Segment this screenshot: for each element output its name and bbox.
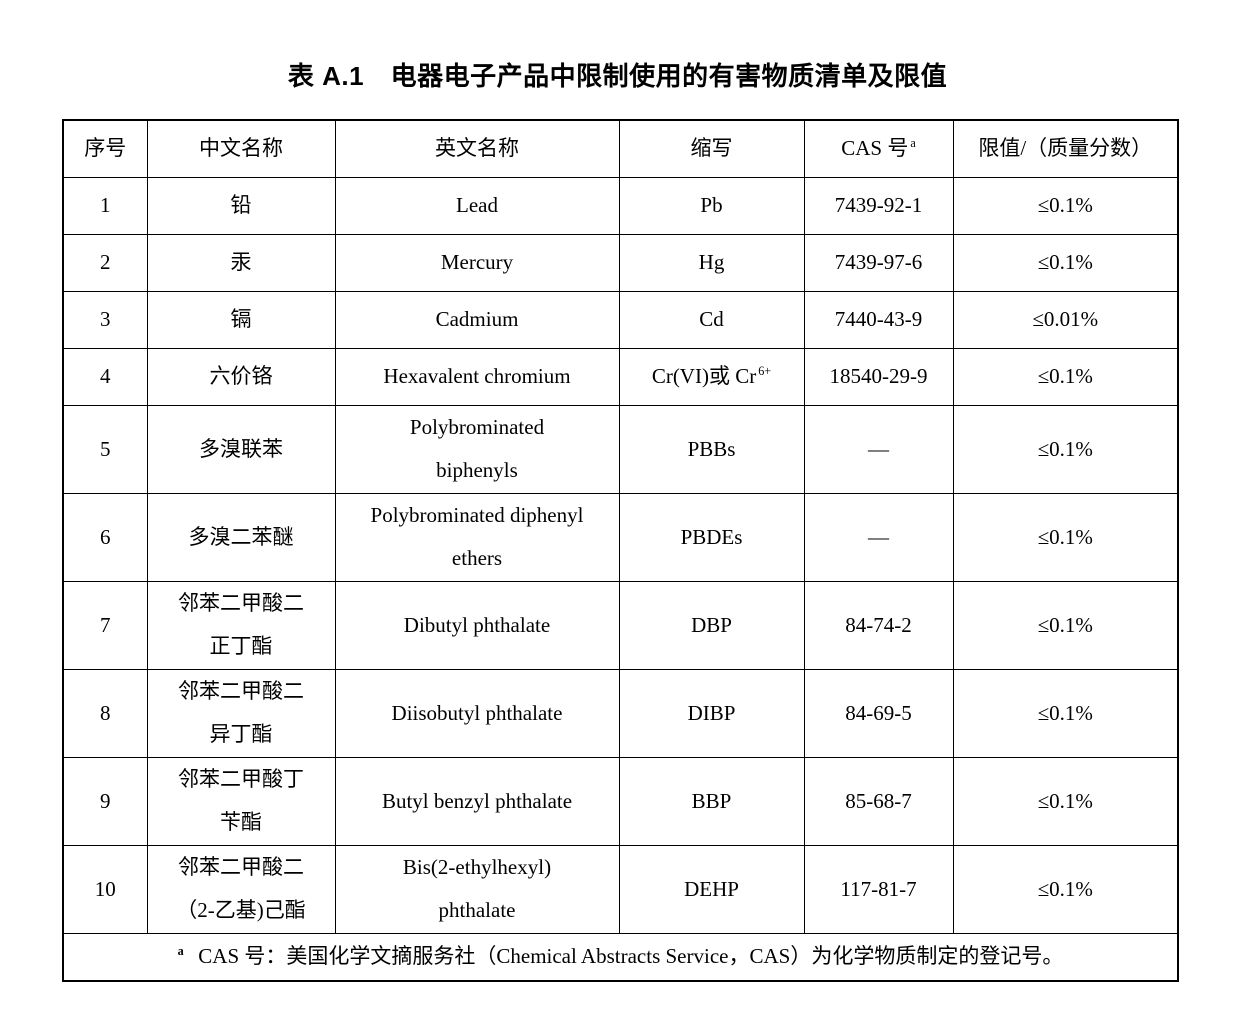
cell-cas-number: 7439-92-1 <box>803 176 954 235</box>
cell-limit: ≤0.1% <box>952 756 1179 846</box>
column-header-english-name: 英文名称 <box>334 119 620 178</box>
cell-chinese-name: 邻苯二甲酸二 （2-乙基)己酯 <box>146 844 336 934</box>
cell-english-name: Polybrominated diphenyl ethers <box>334 492 620 582</box>
cell-serial: 1 <box>62 176 148 235</box>
table-foot: a CAS 号：美国化学文摘服务社（Chemical Abstracts Ser… <box>62 932 1179 982</box>
cell-limit: ≤0.1% <box>952 233 1179 292</box>
cell-english-name: Diisobutyl phthalate <box>334 668 620 758</box>
cell-limit: ≤0.1% <box>952 404 1179 494</box>
cell-cas-number: 18540-29-9 <box>803 347 954 406</box>
cell-chinese-name: 镉 <box>146 290 336 349</box>
table-caption: 表 A.1 电器电子产品中限制使用的有害物质清单及限值 <box>287 61 948 91</box>
cell-serial: 10 <box>62 844 148 934</box>
cell-cas-number: 7440-43-9 <box>803 290 954 349</box>
cell-limit: ≤0.1% <box>952 176 1179 235</box>
cell-serial: 6 <box>62 492 148 582</box>
cell-cas-number: — <box>803 492 954 582</box>
cell-serial: 2 <box>62 233 148 292</box>
cell-chinese-name: 六价铬 <box>146 347 336 406</box>
cell-serial: 3 <box>62 290 148 349</box>
cell-english-name: Cadmium <box>334 290 620 349</box>
footnote-row: a CAS 号：美国化学文摘服务社（Chemical Abstracts Ser… <box>62 932 1179 982</box>
cell-chinese-name: 汞 <box>146 233 336 292</box>
cell-abbreviation: PBDEs <box>618 492 805 582</box>
cell-english-name: Dibutyl phthalate <box>334 580 620 670</box>
cell-chinese-name: 邻苯二甲酸二 正丁酯 <box>146 580 336 670</box>
table-row: 6 多溴二苯醚 Polybrominated diphenyl ethers PBDE… <box>62 492 1179 582</box>
column-header-serial: 序号 <box>62 119 148 178</box>
cell-cas-number: 117-81-7 <box>803 844 954 934</box>
cell-limit: ≤0.1% <box>952 668 1179 758</box>
table-row: 4 六价铬 Hexavalent chromium Cr(VI)或 Cr 6+ 18540… <box>62 347 1179 406</box>
table-row: 7 邻苯二甲酸二 正丁酯 Dibutyl phthalate DBP 84-74-2 ≤0… <box>62 580 1179 670</box>
cell-abbreviation: DIBP <box>618 668 805 758</box>
cell-limit: ≤0.01% <box>952 290 1179 349</box>
column-header-abbreviation: 缩写 <box>618 119 805 178</box>
table-body: 1 铅 Lead Pb 7439-92-1 ≤0.1% 2 汞 Mercury Hg 7439-97… <box>62 176 1179 934</box>
cell-serial: 9 <box>62 756 148 846</box>
cell-chinese-name: 邻苯二甲酸丁 苄酯 <box>146 756 336 846</box>
cell-abbreviation: Hg <box>618 233 805 292</box>
cell-english-name: Bis(2-ethylhexyl) phthalate <box>334 844 620 934</box>
cell-abbreviation: PBBs <box>618 404 805 494</box>
table-row: 9 邻苯二甲酸丁 苄酯 Butyl benzyl phthalate BBP 85-68… <box>62 756 1179 846</box>
cell-abbreviation: DBP <box>618 580 805 670</box>
cell-chinese-name: 铅 <box>146 176 336 235</box>
cell-limit: ≤0.1% <box>952 580 1179 670</box>
cell-limit: ≤0.1% <box>952 492 1179 582</box>
cell-abbreviation: Cr(VI)或 Cr 6+ <box>618 347 805 406</box>
column-header-limit: 限值/（质量分数） <box>952 119 1179 178</box>
cell-limit: ≤0.1% <box>952 347 1179 406</box>
cell-cas-number: 84-74-2 <box>803 580 954 670</box>
cell-abbreviation: Cd <box>618 290 805 349</box>
cell-english-name: Mercury <box>334 233 620 292</box>
table-row: 1 铅 Lead Pb 7439-92-1 ≤0.1% <box>62 176 1179 235</box>
cell-cas-number: 7439-97-6 <box>803 233 954 292</box>
cell-english-name: Polybrominated biphenyls <box>334 404 620 494</box>
cell-abbreviation: Pb <box>618 176 805 235</box>
cell-english-name: Hexavalent chromium <box>334 347 620 406</box>
table-row: 3 镉 Cadmium Cd 7440-43-9 ≤0.01% <box>62 290 1179 349</box>
table-row: 2 汞 Mercury Hg 7439-97-6 ≤0.1% <box>62 233 1179 292</box>
cell-serial: 7 <box>62 580 148 670</box>
cell-abbreviation: BBP <box>618 756 805 846</box>
cell-chinese-name: 邻苯二甲酸二 异丁酯 <box>146 668 336 758</box>
table-row: 8 邻苯二甲酸二 异丁酯 Diisobutyl phthalate DIBP 84-69… <box>62 668 1179 758</box>
cell-chinese-name: 多溴联苯 <box>146 404 336 494</box>
cell-chinese-name: 多溴二苯醚 <box>146 492 336 582</box>
cell-abbreviation: DEHP <box>618 844 805 934</box>
cell-english-name: Butyl benzyl phthalate <box>334 756 620 846</box>
column-header-chinese-name: 中文名称 <box>146 119 336 178</box>
table-footnote: a CAS 号：美国化学文摘服务社（Chemical Abstracts Ser… <box>62 932 1179 982</box>
cell-english-name: Lead <box>334 176 620 235</box>
cell-cas-number: 85-68-7 <box>803 756 954 846</box>
cell-serial: 8 <box>62 668 148 758</box>
cell-serial: 4 <box>62 347 148 406</box>
table-row: 10 邻苯二甲酸二 （2-乙基)己酯 Bis(2-ethylhexyl) phtha… <box>62 844 1179 934</box>
cell-limit: ≤0.1% <box>952 844 1179 934</box>
table-row: 5 多溴联苯 Polybrominated biphenyls PBBs — ≤0.1% <box>62 404 1179 494</box>
cell-serial: 5 <box>62 404 148 494</box>
cell-cas-number: — <box>803 404 954 494</box>
cell-cas-number: 84-69-5 <box>803 668 954 758</box>
